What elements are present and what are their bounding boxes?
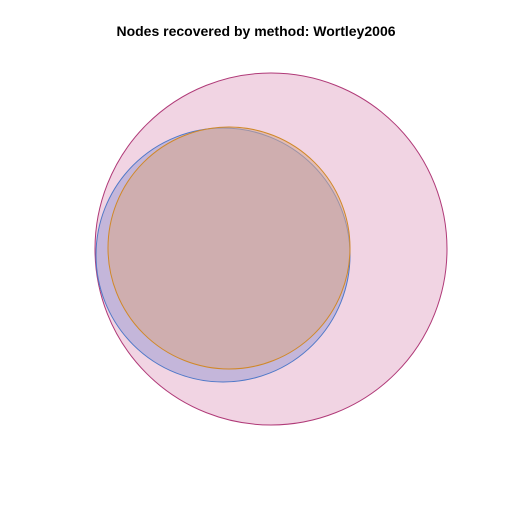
venn-circle-inner [107, 126, 351, 370]
diagram-title: Nodes recovered by method: Wortley2006 [116, 23, 396, 39]
